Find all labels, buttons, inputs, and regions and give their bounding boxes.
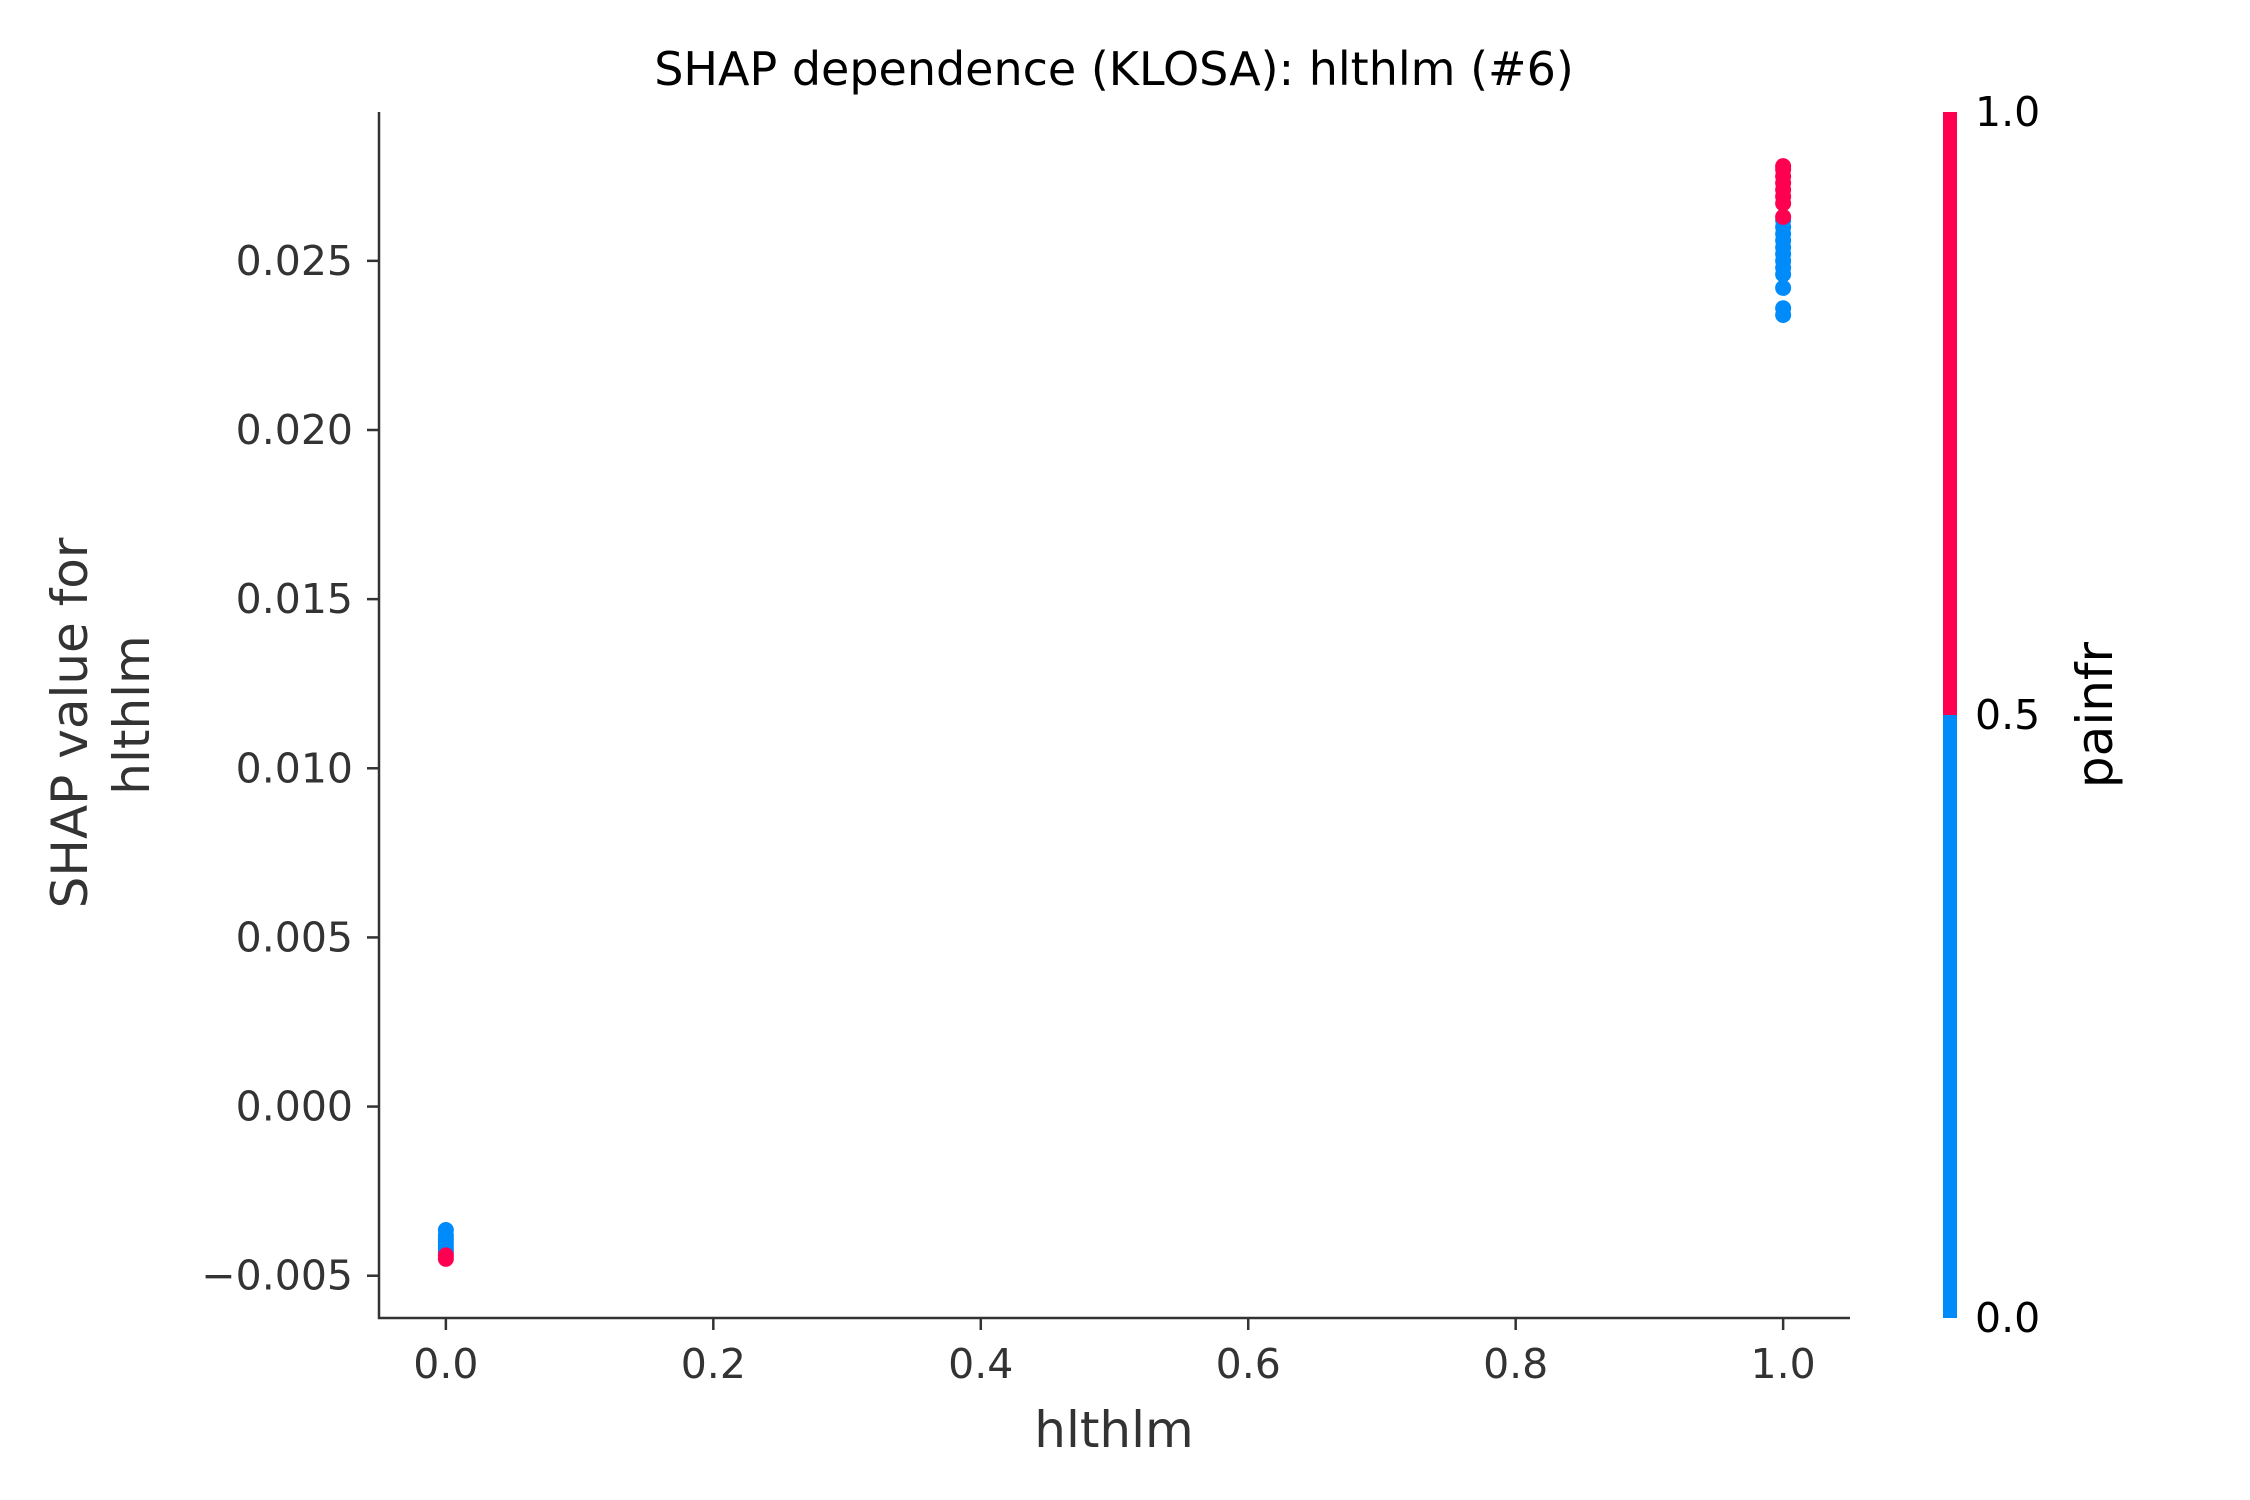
y-axis-label-line-1: SHAP value for [41,537,99,908]
scatter-point [1775,208,1792,225]
x-tick-label: 1.0 [1751,1340,1816,1388]
colorbar-tick-label: 0.0 [1975,1294,2040,1342]
scatter-point [1775,158,1792,175]
y-tick-label: 0.025 [236,237,353,285]
x-axis-label: hlthlm [1034,1401,1193,1459]
x-tick-label: 0.2 [681,1340,746,1388]
y-tick-label: 0.020 [236,406,353,454]
scatter-point [1775,300,1792,317]
y-axis-label: SHAP value for hlthlm [41,522,161,909]
x-tick-label: 0.0 [413,1340,478,1388]
colorbar-tick-label: 0.5 [1975,691,2040,739]
y-tick-label: 0.010 [236,744,353,792]
x-tick-label: 0.8 [1483,1340,1548,1388]
y-tick-label: 0.000 [236,1083,353,1131]
x-axis-ticks: 0.0 0.2 0.4 0.6 0.8 1.0 [413,1318,1816,1388]
y-axis-ticks: −0.005 0.000 0.005 0.010 0.015 0.020 0.025 [201,237,379,1300]
data-points [437,158,1792,1267]
colorbar-tick-label: 1.0 [1975,88,2040,136]
colorbar [1943,112,1957,1318]
x-tick-label: 0.6 [1216,1340,1281,1388]
chart-title: SHAP dependence (KLOSA): hlthlm (#6) [654,42,1574,96]
colorbar-ticks: 0.0 0.5 1.0 [1975,88,2040,1342]
y-tick-label: 0.005 [236,913,353,961]
y-tick-label: 0.015 [236,575,353,623]
axis-spines [377,112,1850,1320]
scatter-point [1775,279,1792,296]
y-axis-label-line-2: hlthlm [103,635,161,794]
colorbar-label: painfr [2066,642,2124,789]
y-tick-label: −0.005 [201,1252,353,1300]
x-tick-label: 0.4 [948,1340,1013,1388]
scatter-point [437,1250,454,1267]
